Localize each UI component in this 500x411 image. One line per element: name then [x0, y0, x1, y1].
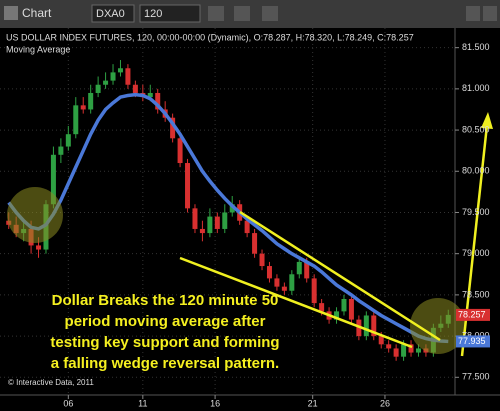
credit: © Interactive Data, 2011 — [8, 378, 94, 387]
candle-body — [378, 336, 384, 345]
x-tick-label: 16 — [210, 398, 220, 408]
chart-title: US DOLLAR INDEX FUTURES, 120, 00:00-00:0… — [6, 32, 414, 42]
candle-body — [155, 92, 161, 110]
y-tick-label: 81.500 — [462, 42, 490, 52]
candle-body — [36, 245, 42, 250]
candle-body — [386, 344, 392, 349]
interval-text: 120 — [144, 8, 162, 20]
wedge-support — [179, 256, 413, 349]
highlight-circle — [7, 187, 63, 243]
toolbar-title: Chart — [22, 6, 52, 20]
last-close-label-box — [456, 308, 490, 321]
tool-button[interactable] — [262, 6, 278, 21]
symbol-input[interactable] — [91, 4, 135, 23]
y-tick-label: 79.000 — [462, 248, 490, 258]
y-tick-label: 78.500 — [462, 289, 490, 299]
candle-body — [252, 233, 258, 254]
candle-body — [341, 299, 347, 312]
candle-body — [65, 134, 71, 147]
candle-body — [415, 348, 421, 353]
window-button[interactable] — [483, 6, 497, 21]
candle-body — [80, 105, 86, 110]
candle-body — [199, 228, 205, 234]
candle-body — [371, 315, 377, 337]
chart-icon — [4, 6, 18, 20]
y-tick-label: 77.500 — [462, 372, 490, 382]
y-tick-label: 80.500 — [462, 124, 490, 134]
x-tick-label: 21 — [308, 398, 318, 408]
ma-last-label-box — [456, 335, 490, 348]
candle-body — [319, 303, 325, 312]
tool-button[interactable] — [208, 6, 224, 21]
labels: US DOLLAR INDEX FUTURES, 120, 00:00-00:0… — [6, 32, 490, 408]
candle-body — [177, 138, 183, 164]
ma-last-label: 77.935 — [458, 336, 486, 346]
candle-body — [363, 315, 369, 337]
candle-body — [296, 261, 302, 275]
moving-average-line — [7, 92, 449, 344]
candle-body — [244, 220, 250, 234]
candle-body — [214, 216, 220, 229]
candle-body — [274, 278, 280, 287]
candle-body — [58, 146, 64, 155]
x-tick-label: 11 — [138, 398, 147, 408]
interval-input[interactable] — [139, 4, 201, 23]
arrow-head — [481, 112, 493, 129]
candle-body — [348, 299, 354, 320]
x-tick-label: 06 — [63, 398, 73, 408]
candle-body — [222, 212, 228, 229]
y-tick-label: 81.000 — [462, 83, 490, 93]
y-tick-label: 80.000 — [462, 166, 490, 176]
candle-body — [110, 72, 116, 81]
candle-body — [192, 208, 198, 229]
candle-body — [73, 105, 79, 135]
tool-button[interactable] — [234, 6, 250, 21]
candle-body — [207, 216, 213, 234]
candle-body — [103, 80, 109, 85]
highlight-circle — [410, 298, 466, 354]
grid — [0, 28, 459, 399]
x-tick-label: 26 — [380, 398, 390, 408]
window-button[interactable] — [466, 6, 480, 21]
candle-body — [147, 92, 153, 98]
annotation-text: testing key support and forming — [50, 334, 279, 351]
annotation-text: period moving average after — [65, 313, 266, 330]
symbol-text: DXA0 — [96, 8, 125, 20]
candle-body — [117, 68, 123, 73]
candle-body — [185, 163, 191, 209]
candle-body — [334, 311, 340, 320]
last-close-label: 78.257 — [458, 309, 486, 319]
annotation-text: Dollar Breaks the 120 minute 50 — [52, 292, 279, 309]
indicator-label: Moving Average — [6, 44, 70, 54]
annotations — [7, 112, 493, 357]
candle-body — [95, 84, 101, 93]
candle-body — [281, 286, 287, 291]
candle-body — [132, 84, 138, 93]
candle-body — [50, 154, 56, 205]
candle-body — [266, 266, 272, 279]
candle-body — [304, 261, 310, 279]
candle-body — [88, 92, 94, 110]
candle-body — [408, 344, 414, 353]
candle-body — [229, 204, 235, 213]
candle-body — [311, 278, 317, 304]
candle-body — [259, 253, 265, 267]
y-tick-label: 79.500 — [462, 207, 490, 217]
candle-body — [401, 344, 407, 357]
candle-body — [125, 68, 131, 85]
candle-body — [393, 348, 399, 357]
candle-body — [170, 117, 176, 139]
wedge-resistance — [239, 210, 441, 342]
candle-body — [289, 274, 295, 291]
annotation-text: a falling wedge reversal pattern. — [51, 355, 279, 372]
